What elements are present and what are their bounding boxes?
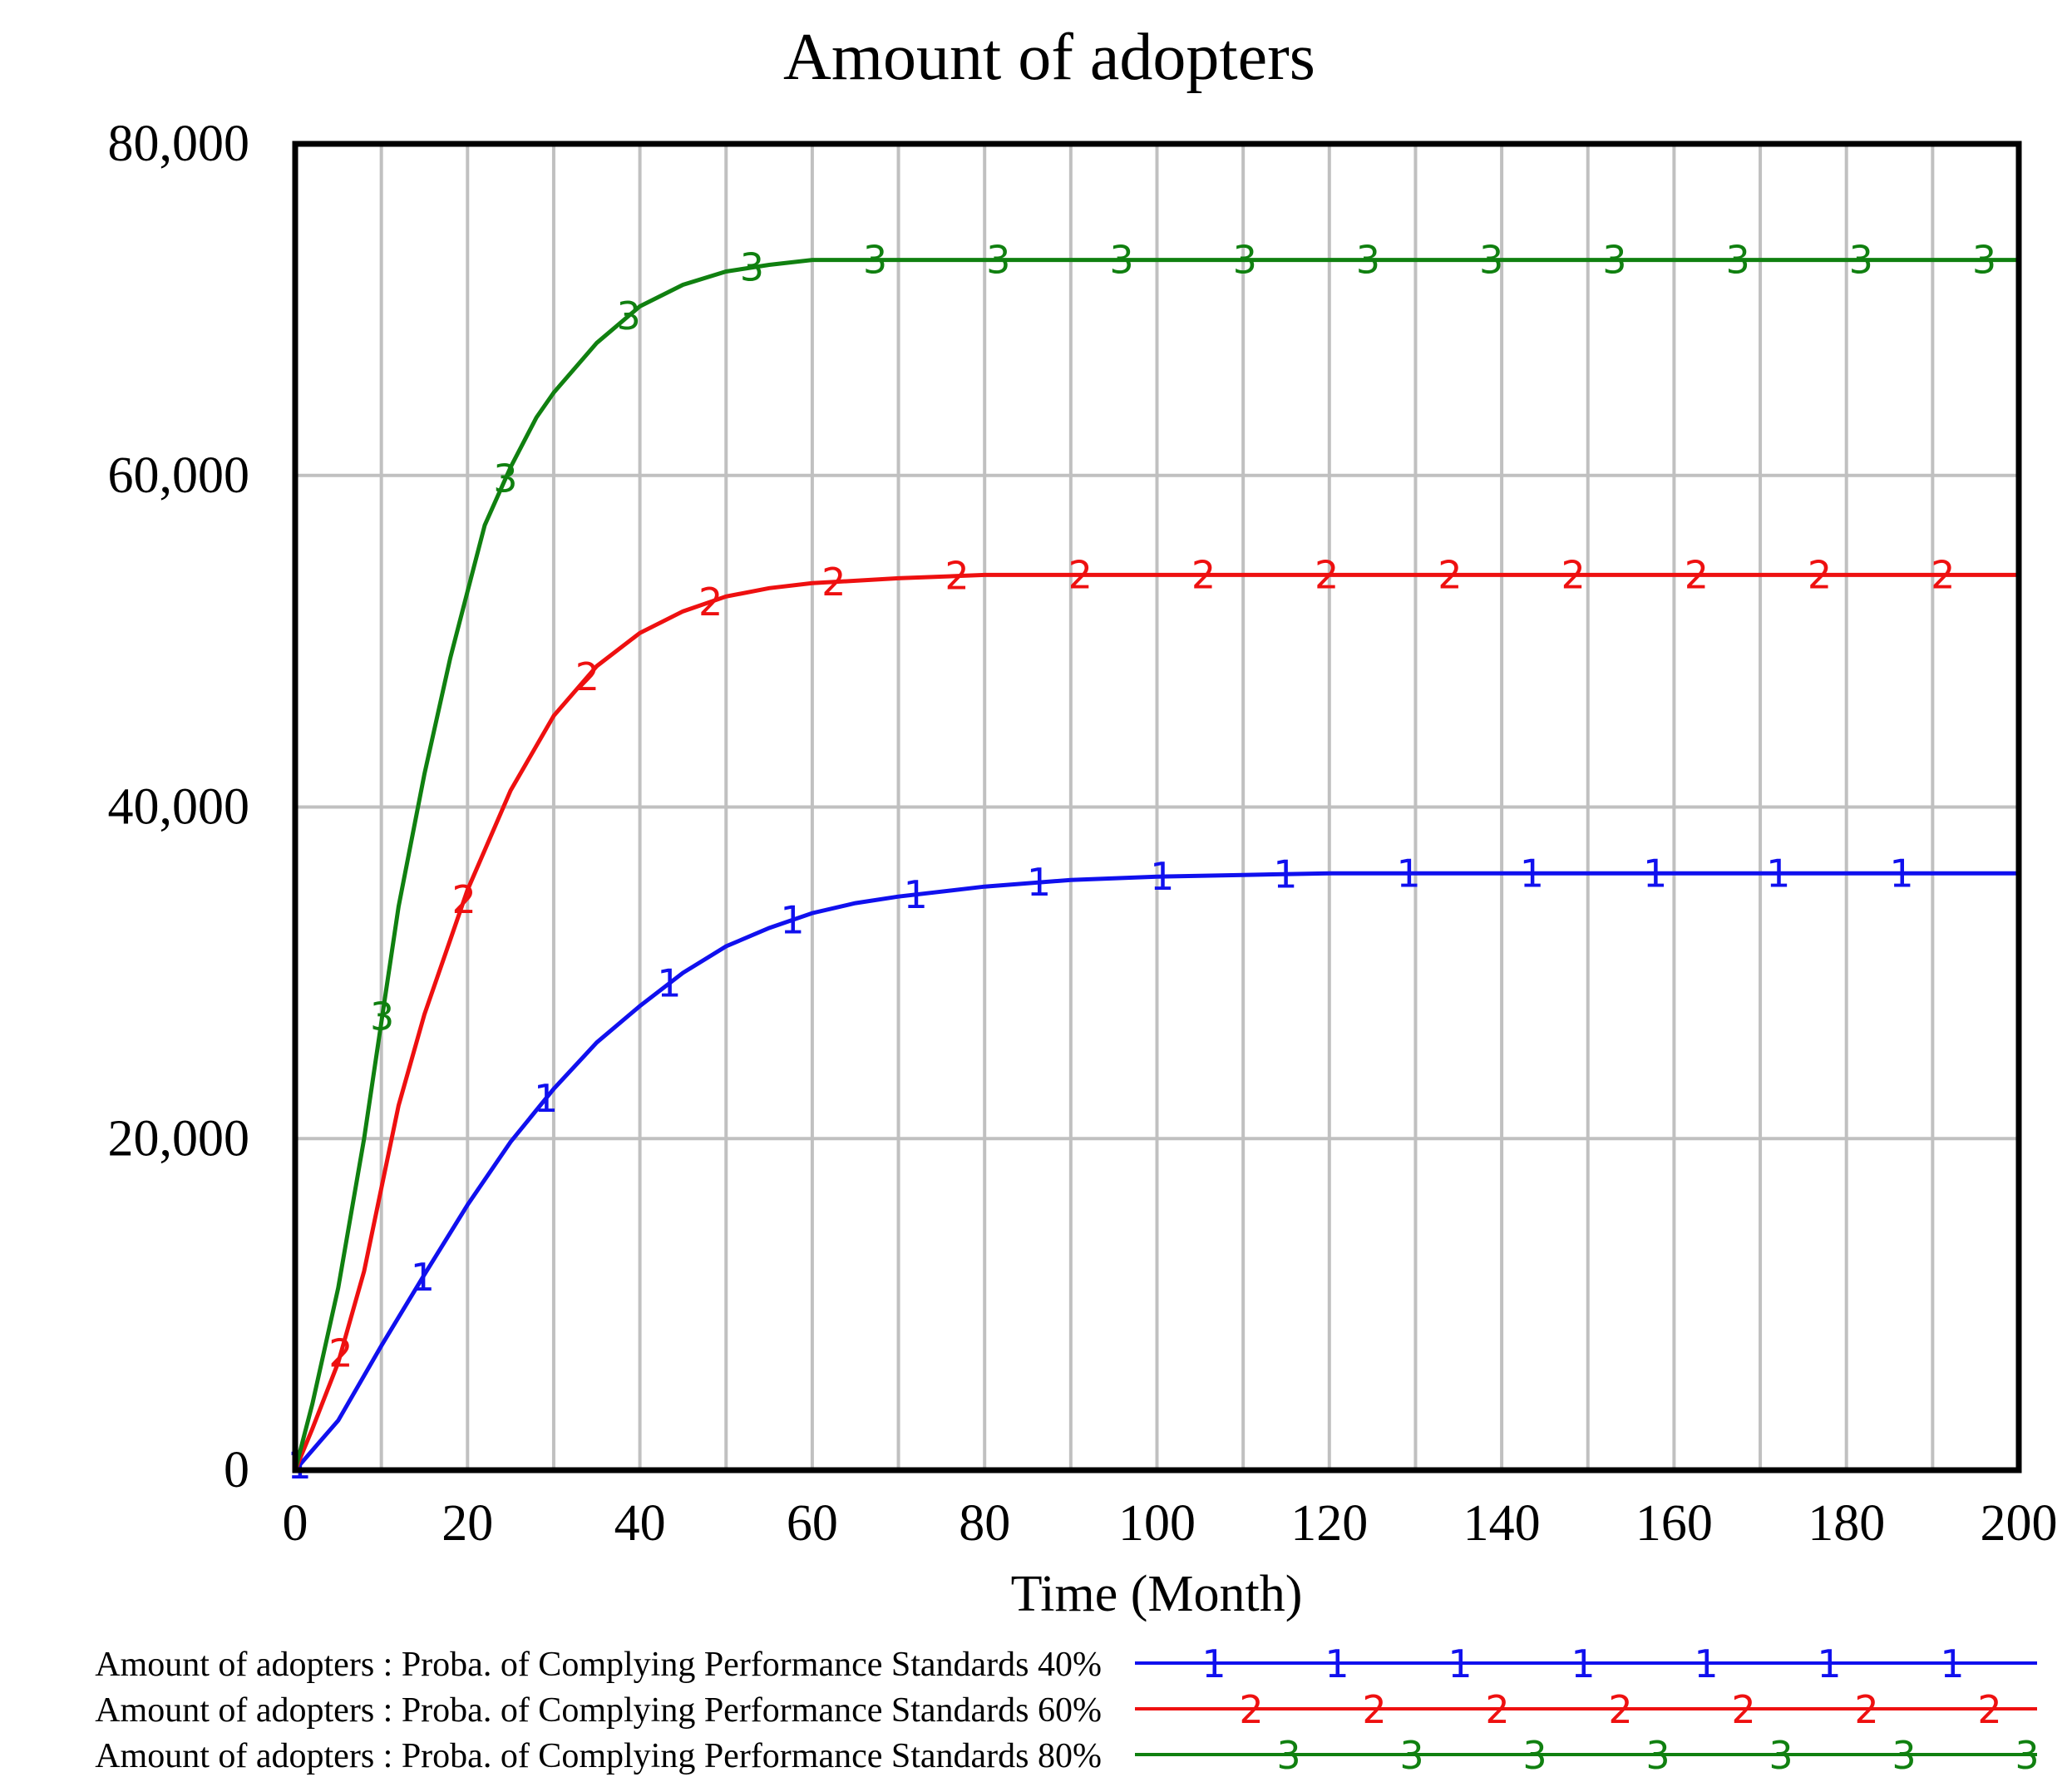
series-line bbox=[293, 572, 2019, 1471]
plot-frame bbox=[292, 141, 2022, 1473]
legend-marker: 3 bbox=[1892, 1733, 1916, 1778]
x-axis-label: Time (Month) bbox=[1011, 1566, 1303, 1622]
x-axis-ticks: 0 20 40 60 80 100 120 140 160 180 200 bbox=[283, 1495, 2058, 1552]
series-marker: 2 bbox=[1931, 552, 1955, 597]
y-axis-ticks: 0 20,000 40,000 60,000 80,000 bbox=[108, 116, 250, 1498]
series-marker: 3 bbox=[1233, 238, 1257, 283]
series-marker: 3 bbox=[1479, 238, 1503, 283]
series-marker: 1 bbox=[1889, 851, 1913, 896]
series-marker: 2 bbox=[1068, 552, 1093, 597]
series-marker: 3 bbox=[1725, 238, 1749, 283]
series-marker: 1 bbox=[657, 961, 681, 1006]
series-marker: 1 bbox=[1766, 851, 1790, 896]
legend-marker: 2 bbox=[1608, 1687, 1632, 1732]
x-tick-label: 60 bbox=[787, 1495, 838, 1552]
x-tick-label: 160 bbox=[1635, 1495, 1713, 1552]
y-tick-label: 40,000 bbox=[108, 779, 250, 836]
series-marker: 3 bbox=[616, 294, 640, 338]
legend-marker: 3 bbox=[1399, 1733, 1423, 1778]
series-marker: 2 bbox=[575, 654, 599, 699]
series-marker: 2 bbox=[328, 1330, 353, 1375]
series-marker: 3 bbox=[493, 457, 517, 501]
legend: Amount of adopters : Proba. of Complying… bbox=[95, 1641, 2039, 1778]
legend-marker: 2 bbox=[1485, 1687, 1509, 1732]
legend-marker: 1 bbox=[1201, 1641, 1226, 1686]
series-marker: 3 bbox=[1356, 238, 1380, 283]
legend-marker: 3 bbox=[1276, 1733, 1300, 1778]
series-marker: 1 bbox=[1397, 851, 1421, 896]
series-marker: 1 bbox=[1150, 854, 1174, 899]
legend-marker: 2 bbox=[1977, 1687, 2001, 1732]
legend-marker: 3 bbox=[1522, 1733, 1547, 1778]
series-marker: 3 bbox=[740, 245, 764, 290]
x-tick-label: 20 bbox=[442, 1495, 493, 1552]
series-line bbox=[294, 871, 2019, 1472]
series-marker: 3 bbox=[1972, 238, 1996, 283]
series-marker: 3 bbox=[1109, 238, 1133, 283]
series-marker: 1 bbox=[904, 872, 928, 917]
series-marker: 3 bbox=[1602, 238, 1626, 283]
x-tick-label: 100 bbox=[1118, 1495, 1196, 1552]
series-3: 3 3 3 3 3 3 3 3 3 3 3 3 3 3 bbox=[293, 238, 2019, 1471]
series-marker: 2 bbox=[452, 877, 476, 922]
series-marker: 3 bbox=[370, 995, 394, 1039]
x-tick-label: 40 bbox=[614, 1495, 666, 1552]
series-marker: 2 bbox=[1191, 552, 1216, 597]
series-marker: 2 bbox=[1438, 552, 1462, 597]
legend-marker: 3 bbox=[1645, 1733, 1670, 1778]
x-tick-label: 0 bbox=[283, 1495, 308, 1552]
series-marker: 1 bbox=[534, 1076, 558, 1121]
legend-marker: 1 bbox=[1940, 1641, 1964, 1686]
legend-marker: 2 bbox=[1854, 1687, 1878, 1732]
x-tick-label: 180 bbox=[1808, 1495, 1885, 1552]
legend-marker: 1 bbox=[1694, 1641, 1718, 1686]
legend-marker: 2 bbox=[1731, 1687, 1755, 1732]
legend-marker: 3 bbox=[1769, 1733, 1793, 1778]
series-marker: 1 bbox=[1643, 851, 1667, 896]
legend-label: Amount of adopters : Proba. of Complying… bbox=[95, 1646, 1102, 1684]
legend-marker: 3 bbox=[2015, 1733, 2039, 1778]
series-marker: 2 bbox=[698, 580, 723, 624]
x-tick-label: 140 bbox=[1463, 1495, 1541, 1552]
series-marker: 3 bbox=[1849, 238, 1873, 283]
legend-marker: 1 bbox=[1571, 1641, 1595, 1686]
y-tick-label: 60,000 bbox=[108, 447, 250, 504]
series-2: 2 2 2 2 2 2 2 2 2 2 2 2 2 2 bbox=[293, 552, 2019, 1471]
legend-label: Amount of adopters : Proba. of Complying… bbox=[95, 1737, 1102, 1775]
legend-label: Amount of adopters : Proba. of Complying… bbox=[95, 1691, 1102, 1730]
legend-marker: 2 bbox=[1362, 1687, 1386, 1732]
series-marker: 1 bbox=[1520, 851, 1544, 896]
series-marker: 2 bbox=[1808, 552, 1832, 597]
legend-marker: 2 bbox=[1239, 1687, 1263, 1732]
chart-title: Amount of adopters bbox=[783, 21, 1315, 94]
series-marker: 2 bbox=[1315, 552, 1339, 597]
grid bbox=[295, 144, 2019, 1470]
y-tick-label: 80,000 bbox=[108, 116, 250, 172]
x-tick-label: 80 bbox=[959, 1495, 1010, 1552]
series-marker: 1 bbox=[1027, 860, 1051, 905]
series-marker: 2 bbox=[1561, 552, 1585, 597]
series-marker: 2 bbox=[1685, 552, 1709, 597]
series-marker: 1 bbox=[1273, 852, 1297, 896]
series-marker: 1 bbox=[780, 897, 804, 942]
series-marker: 2 bbox=[945, 554, 969, 599]
x-tick-label: 120 bbox=[1290, 1495, 1368, 1552]
y-tick-label: 0 bbox=[224, 1442, 249, 1498]
y-tick-label: 20,000 bbox=[108, 1110, 250, 1167]
series-marker: 2 bbox=[821, 560, 846, 605]
x-tick-label: 200 bbox=[1981, 1495, 2058, 1552]
legend-marker: 1 bbox=[1325, 1641, 1349, 1686]
legend-marker: 1 bbox=[1817, 1641, 1841, 1686]
series-marker: 3 bbox=[863, 238, 887, 283]
legend-marker: 1 bbox=[1448, 1641, 1472, 1686]
series-line bbox=[293, 258, 2019, 1471]
series-marker: 1 bbox=[411, 1255, 435, 1300]
series-marker: 3 bbox=[986, 238, 1010, 283]
